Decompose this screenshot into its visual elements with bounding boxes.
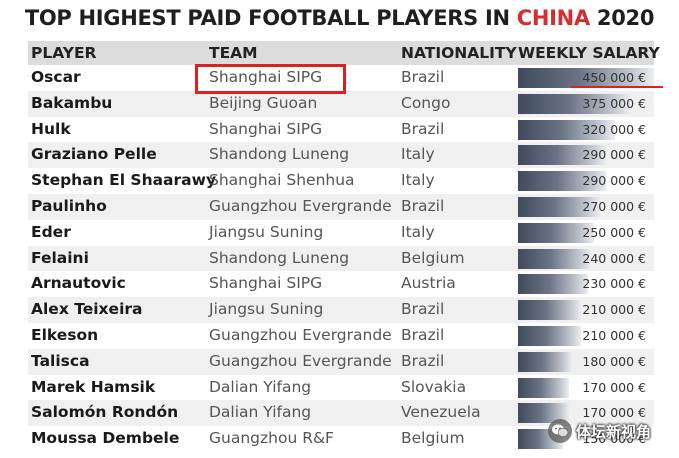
salary-bar	[518, 93, 632, 114]
title-prefix: TOP HIGHEST PAID FOOTBALL PLAYERS IN	[24, 6, 517, 30]
salary-value-label: 180 000 €	[582, 353, 646, 369]
highlight-underline	[571, 86, 663, 88]
salary-value-label: 375 000 €	[582, 95, 646, 111]
player-name: Stephan El Shaarawy	[31, 171, 217, 190]
salary-value-label: 210 000 €	[582, 302, 646, 318]
player-name: Paulinho	[31, 197, 107, 215]
salary-value-label: 320 000 €	[582, 121, 646, 137]
team-name: Guangzhou Evergrande	[209, 197, 392, 215]
player-name: Bakambu	[31, 93, 113, 112]
chart-title: TOP HIGHEST PAID FOOTBALL PLAYERS IN CHI…	[0, 6, 679, 30]
salary-value-label: 290 000 €	[582, 147, 646, 163]
salary-value-label: 210 000 €	[582, 328, 646, 343]
salary-bar	[518, 300, 582, 321]
player-name: Elkeson	[31, 326, 99, 344]
nationality: Italy	[401, 222, 435, 241]
salary-bar	[518, 196, 600, 217]
player-name: Salomón Rondón	[31, 403, 179, 422]
player-name: Oscar	[31, 68, 81, 86]
salary-value-label: 240 000 €	[582, 250, 646, 266]
header-weekly-salary: WEEKLY SALARY	[518, 44, 660, 62]
watermark-text: 体坛新视角	[576, 422, 652, 441]
player-name: Felaini	[31, 248, 89, 267]
salary-value-label: 230 000 €	[582, 276, 646, 292]
salary-bar	[518, 119, 615, 140]
table-header	[28, 41, 654, 65]
nationality: Brazil	[401, 351, 445, 370]
watermark: 体坛新视角	[548, 418, 660, 444]
salary-value-label: 250 000 €	[582, 224, 646, 240]
title-suffix: 2020	[589, 6, 655, 30]
team-name: Shanghai SIPG	[209, 274, 323, 293]
header-nationality: NATIONALITY	[401, 44, 517, 62]
salary-bar	[518, 67, 654, 88]
team-name: Shanghai SIPG	[209, 119, 323, 138]
wechat-icon	[548, 419, 572, 443]
salary-value-label: 170 000 €	[582, 405, 646, 421]
highlight-box	[195, 64, 346, 94]
team-name: Guangzhou R&F	[209, 429, 334, 448]
team-name: Guangzhou Evergrande	[209, 351, 392, 370]
nationality: Congo	[401, 93, 451, 112]
nationality: Brazil	[401, 300, 445, 319]
team-name: Shanghai Shenhua	[209, 171, 355, 190]
nationality: Brazil	[401, 119, 445, 138]
nationality: Belgium	[401, 429, 465, 448]
player-name: Eder	[31, 222, 71, 241]
salary-bar	[518, 325, 582, 346]
header-team: TEAM	[209, 44, 258, 62]
nationality: Venezuela	[401, 403, 481, 422]
nationality: Belgium	[401, 248, 465, 267]
salary-bar	[518, 351, 573, 372]
salary-value-label: 150 000 €	[582, 431, 646, 447]
player-name: Talisca	[31, 351, 90, 370]
nationality: Italy	[401, 171, 435, 190]
team-name: Guangzhou Evergrande	[209, 326, 392, 344]
header-player: PLAYER	[31, 44, 97, 62]
nationality: Slovakia	[401, 377, 467, 396]
team-name: Shandong Luneng	[209, 145, 350, 164]
player-name: Marek Hamsik	[31, 377, 156, 396]
nationality: Italy	[401, 145, 435, 164]
team-name: Jiangsu Suning	[209, 222, 324, 241]
nationality: Brazil	[401, 68, 445, 86]
salary-bar	[518, 248, 591, 269]
team-name: Dalian Yifang	[209, 403, 312, 422]
team-name: Jiangsu Suning	[209, 300, 324, 319]
player-name: Moussa Dembele	[31, 429, 180, 448]
nationality: Austria	[401, 274, 456, 293]
salary-bar	[518, 274, 588, 295]
salary-bar	[518, 145, 606, 166]
salary-value-label: 170 000 €	[582, 379, 646, 395]
salary-value-label: 450 000 €	[582, 70, 646, 85]
player-name: Arnautovic	[31, 274, 126, 293]
team-name: Dalian Yifang	[209, 377, 312, 396]
salary-value-label: 290 000 €	[582, 173, 646, 189]
player-name: Hulk	[31, 119, 71, 138]
salary-bar	[518, 403, 570, 424]
team-name: Shanghai SIPG	[209, 68, 323, 86]
salary-bar	[518, 222, 594, 243]
salary-bar	[518, 377, 570, 398]
player-name: Graziano Pelle	[31, 145, 157, 164]
title-accent: CHINA	[516, 6, 590, 30]
team-name: Shandong Luneng	[209, 248, 350, 267]
nationality: Brazil	[401, 197, 445, 215]
salary-bar	[518, 171, 606, 192]
salary-value-label: 270 000 €	[582, 199, 646, 214]
team-name: Beijing Guoan	[209, 93, 318, 112]
player-name: Alex Teixeira	[31, 300, 143, 319]
nationality: Brazil	[401, 326, 445, 344]
